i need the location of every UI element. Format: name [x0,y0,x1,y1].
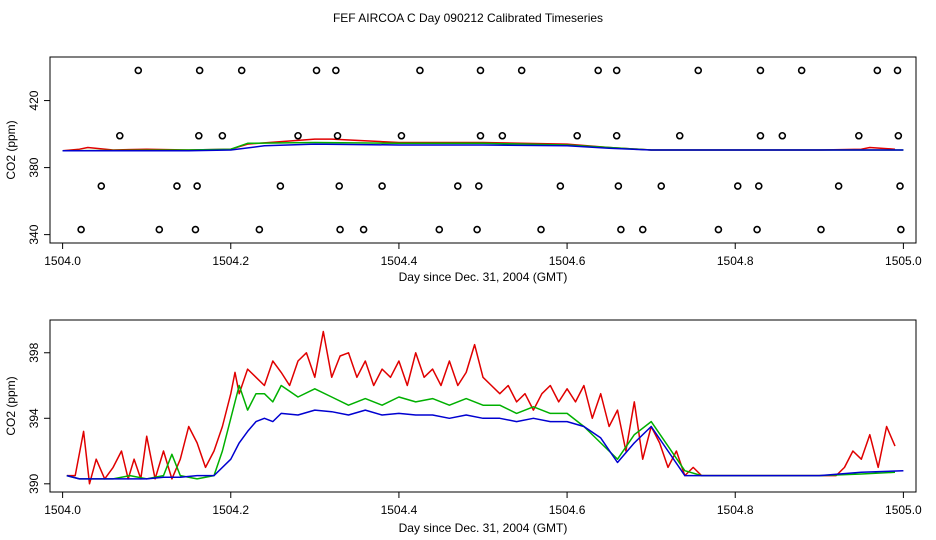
top-circle-point [476,66,485,75]
bottom-y-tick-label: 394 [27,408,41,428]
top-circle-point [556,182,565,190]
bottom-series-group [66,330,904,485]
top-circle-point [594,66,602,75]
top-circle-point [416,66,424,75]
top-x-tick-label: 1504.8 [717,254,754,268]
top-x-tick-label: 1505.0 [885,254,922,268]
top-circle-point [756,131,765,140]
top-circle-point [97,182,106,190]
top-circle-point [333,131,342,140]
bottom-x-tick-label: 1504.6 [549,503,586,517]
page-title: FEF AIRCOA C Day 090212 Calibrated Times… [333,11,603,25]
top-circle-point [753,225,761,234]
bottom-y-tick-label: 398 [27,342,41,362]
top-circle-point [573,131,581,140]
bottom-x-tick-label: 1504.0 [44,503,81,517]
top-circle-point [193,182,201,190]
top-circle-point [191,225,200,234]
top-x-axis: 1504.0 1504.2 1504.4 1504.6 1504.8 1505.0 [44,242,922,268]
top-circle-point [834,182,843,190]
top-circle-point [115,131,124,140]
top-x-axis-label: Day since Dec. 31, 2004 (GMT) [399,270,568,284]
bottom-series-green [66,384,896,480]
bottom-plot-frame [49,319,917,493]
top-circle-point [397,131,406,140]
top-circle-point [714,225,723,234]
top-circle-point [173,182,181,190]
top-circle-point [873,66,882,75]
bottom-x-tick-label: 1504.8 [717,503,754,517]
top-y-tick-label: 420 [27,90,41,110]
top-circle-point [294,131,302,140]
top-circle-point [218,131,227,140]
bottom-x-axis-label: Day since Dec. 31, 2004 (GMT) [399,521,568,535]
top-circle-point [733,182,742,190]
top-y-axis: 340 380 420 [27,90,51,245]
top-series-group [62,66,905,234]
bottom-series-red [66,330,896,485]
top-circle-point [474,182,483,190]
top-circle-point [897,225,905,234]
top-circle-point [359,225,368,234]
top-circle-point [694,66,703,75]
top-x-tick-label: 1504.6 [549,254,586,268]
top-circle-point [614,182,623,190]
top-circle-point [537,225,545,234]
bottom-x-tick-label: 1504.2 [212,503,249,517]
top-circle-point [435,225,444,234]
top-circle-point [155,225,164,234]
top-circle-point [336,225,344,234]
top-circle-point [894,131,903,140]
top-circle-point [453,182,462,190]
top-circle-point [756,66,765,75]
bottom-x-axis: 1504.0 1504.2 1504.4 1504.6 1504.8 1505.0 [44,491,922,517]
top-circle-point [332,66,340,75]
top-circle-point [896,182,904,190]
bottom-y-axis-label: CO2 (ppm) [4,376,18,435]
top-circle-point [675,131,684,140]
top-circle-point [312,66,321,75]
top-x-tick-label: 1504.2 [212,254,249,268]
bottom-series-blue [66,409,904,480]
top-circle-point [612,131,621,140]
top-series-blue [62,143,904,152]
top-circle-point [276,182,285,190]
top-x-tick-label: 1504.4 [381,254,418,268]
top-circle-point [617,225,625,234]
top-circle-point [517,66,526,75]
top-circle-point [612,66,621,75]
top-circle-point [817,225,825,234]
top-circle-point [498,131,507,140]
top-circle-point [378,182,386,190]
top-circle-point [195,131,203,140]
top-y-tick-label: 380 [27,157,41,177]
top-panel: 1504.0 1504.2 1504.4 1504.6 1504.8 1505.0 340… [4,56,922,284]
top-circle-point [473,225,481,234]
top-y-tick-label: 340 [27,224,41,244]
top-circle-point [657,182,666,190]
bottom-y-tick-label: 390 [27,473,41,493]
bottom-x-tick-label: 1504.4 [381,503,418,517]
bottom-x-tick-label: 1505.0 [885,503,922,517]
bottom-panel: 1504.0 1504.2 1504.4 1504.6 1504.8 1505.0 390… [4,319,922,535]
top-x-tick-label: 1504.0 [44,254,81,268]
top-y-axis-label: CO2 (ppm) [4,120,18,179]
top-circle-point [134,66,143,75]
top-circle-point [77,225,85,234]
top-circle-point [237,66,246,75]
top-circle-point [778,131,787,140]
top-circle-point [893,66,902,75]
top-circle-point [335,182,344,190]
top-circle-point [638,225,647,234]
top-circle-point [797,66,806,75]
top-circle-point [255,225,264,234]
bottom-y-axis: 390 394 398 [27,342,51,494]
top-circle-point [195,66,204,75]
top-circle-point [476,131,485,140]
top-circle-point [754,182,763,190]
top-circle-point [855,131,863,140]
